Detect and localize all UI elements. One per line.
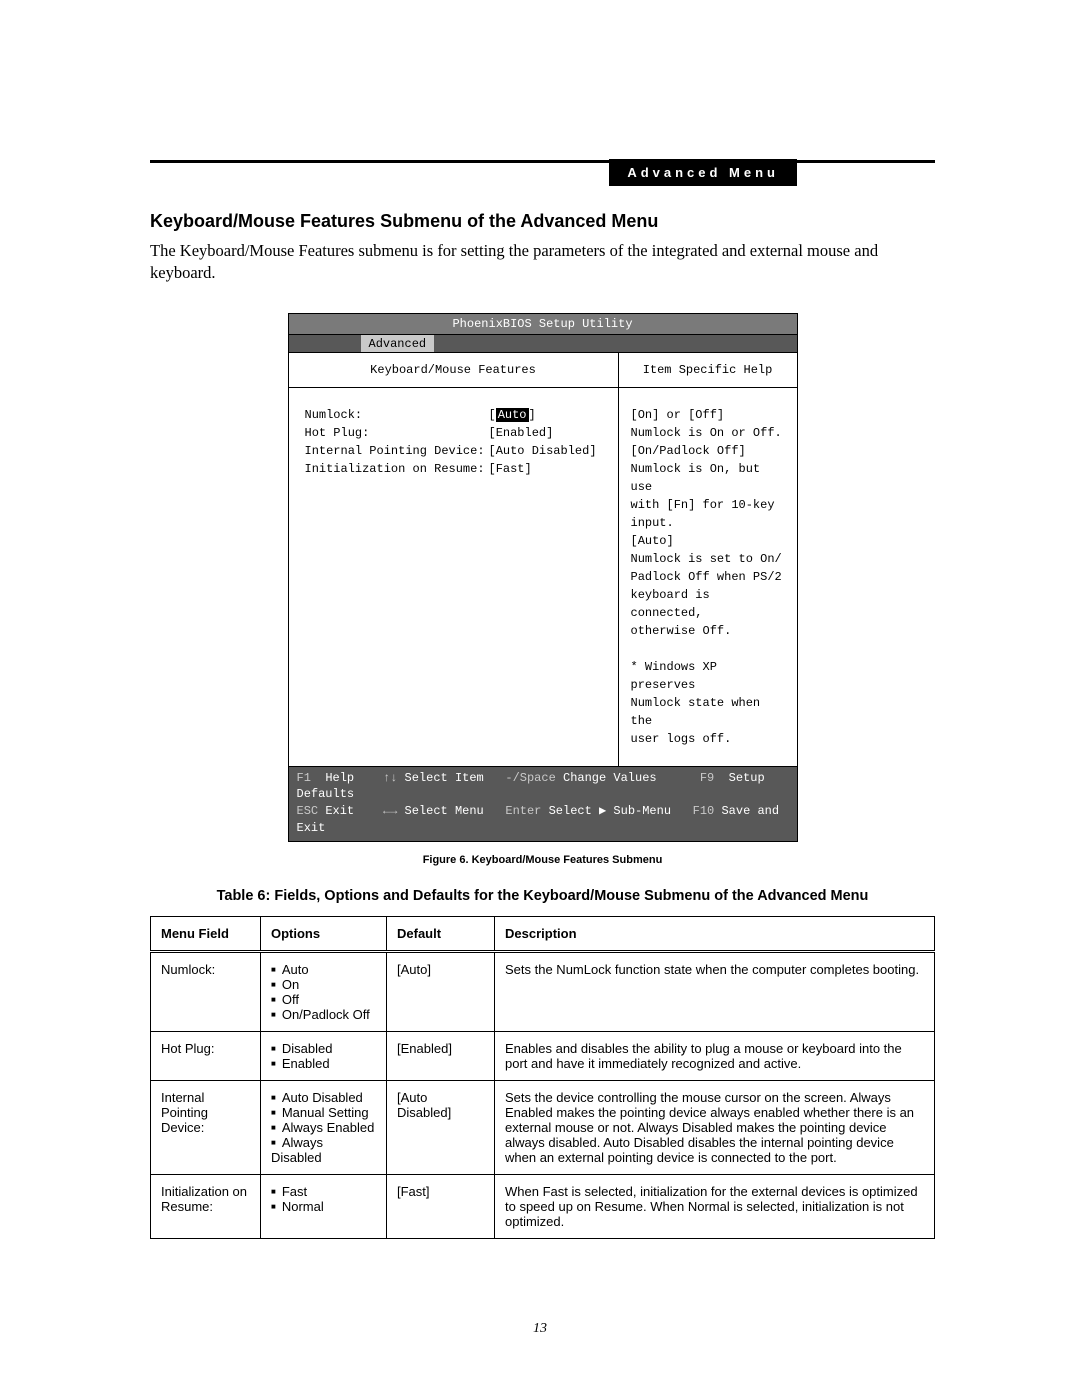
bios-exit-label: Exit	[325, 804, 354, 818]
cell-options: FastNormal	[261, 1174, 387, 1238]
option-item: Off	[271, 992, 376, 1007]
header-badge: Advanced Menu	[609, 159, 797, 186]
option-item: Always Enabled	[271, 1120, 376, 1135]
bios-utility-title: PhoenixBIOS Setup Utility	[289, 314, 797, 335]
bios-help-line: input.	[631, 514, 787, 532]
bios-setting-row: Internal Pointing Device:[Auto Disabled]	[305, 442, 608, 460]
table-row: Numlock:AutoOnOffOn/Padlock Off[Auto]Set…	[151, 951, 935, 1031]
th-description: Description	[495, 916, 935, 951]
bios-help-line: Numlock is On, but use	[631, 460, 787, 496]
bios-setting-row: Hot Plug:[Enabled]	[305, 424, 608, 442]
bios-help-line: Numlock state when the	[631, 694, 787, 730]
bios-select-menu: Select Menu	[405, 804, 484, 818]
bios-help-line: [On/Padlock Off]	[631, 442, 787, 460]
th-options: Options	[261, 916, 387, 951]
bios-help-line: keyboard is connected,	[631, 586, 787, 622]
bios-change-values: Change Values	[563, 771, 657, 785]
bios-key-leftright: ←→	[383, 804, 397, 818]
bios-key-esc: ESC	[297, 804, 319, 818]
bios-help-line: otherwise Off.	[631, 622, 787, 640]
bios-help-line: * Windows XP preserves	[631, 658, 787, 694]
bios-help-line: [Auto]	[631, 532, 787, 550]
bios-menubar: Advanced	[289, 335, 797, 353]
bios-select-submenu: Select ▶ Sub-Menu	[549, 804, 671, 818]
header-rule	[150, 160, 935, 163]
bios-setting-value: [Auto]	[489, 406, 536, 424]
cell-description: Enables and disables the ability to plug…	[495, 1031, 935, 1080]
bios-key-enter: Enter	[505, 804, 541, 818]
bios-key-updown: ↑↓	[383, 771, 397, 785]
option-item: On/Padlock Off	[271, 1007, 376, 1022]
cell-description: When Fast is selected, initialization fo…	[495, 1174, 935, 1238]
option-item: Normal	[271, 1199, 376, 1214]
bios-setting-value: [Fast]	[489, 460, 532, 478]
cell-default: [Auto]	[387, 951, 495, 1031]
bios-help-label: Help	[325, 771, 354, 785]
cell-default: [Fast]	[387, 1174, 495, 1238]
bios-menubar-active: Advanced	[361, 335, 435, 352]
cell-options: AutoOnOffOn/Padlock Off	[261, 951, 387, 1031]
cell-menu-field: Hot Plug:	[151, 1031, 261, 1080]
bios-settings-list: Numlock:[Auto]Hot Plug:[Enabled]Internal…	[289, 388, 618, 538]
bios-setting-label: Hot Plug:	[305, 424, 489, 442]
cell-options: Auto DisabledManual SettingAlways Enable…	[261, 1080, 387, 1174]
table-row: Initialization on Resume:FastNormal[Fast…	[151, 1174, 935, 1238]
bios-setting-label: Numlock:	[305, 406, 489, 424]
bios-help-line	[631, 640, 787, 658]
cell-menu-field: Initialization on Resume:	[151, 1174, 261, 1238]
page-header: Advanced Menu	[150, 160, 935, 163]
page-number: 13	[0, 1321, 1080, 1337]
bios-help-text: [On] or [Off]Numlock is On or Off.[On/Pa…	[619, 388, 797, 766]
bios-help-line: [On] or [Off]	[631, 406, 787, 424]
th-default: Default	[387, 916, 495, 951]
table-row: Internal Pointing Device:Auto DisabledMa…	[151, 1080, 935, 1174]
option-item: Disabled	[271, 1041, 376, 1056]
cell-menu-field: Internal Pointing Device:	[151, 1080, 261, 1174]
bios-setting-value: [Enabled]	[489, 424, 554, 442]
cell-default: [Enabled]	[387, 1031, 495, 1080]
intro-paragraph: The Keyboard/Mouse Features submenu is f…	[150, 240, 935, 285]
bios-help-line: with [Fn] for 10-key	[631, 496, 787, 514]
bios-help-line: Numlock is On or Off.	[631, 424, 787, 442]
cell-description: Sets the NumLock function state when the…	[495, 951, 935, 1031]
bios-key-f10: F10	[693, 804, 715, 818]
cell-menu-field: Numlock:	[151, 951, 261, 1031]
bios-left-header: Keyboard/Mouse Features	[289, 353, 618, 388]
bios-footer: F1 Help ↑↓ Select Item -/Space Change Va…	[289, 767, 797, 841]
bios-help-line: user logs off.	[631, 730, 787, 748]
bios-setting-label: Internal Pointing Device:	[305, 442, 489, 460]
table-title: Table 6: Fields, Options and Defaults fo…	[150, 888, 935, 904]
bios-key-space: -/Space	[505, 771, 555, 785]
bios-right-header: Item Specific Help	[619, 353, 797, 388]
options-table: Menu Field Options Default Description N…	[150, 916, 935, 1239]
option-item: Fast	[271, 1184, 376, 1199]
option-item: Auto Disabled	[271, 1090, 376, 1105]
bios-help-line: Numlock is set to On/	[631, 550, 787, 568]
option-item: On	[271, 977, 376, 992]
bios-key-f9: F9	[700, 771, 714, 785]
bios-setting-value: [Auto Disabled]	[489, 442, 597, 460]
option-item: Manual Setting	[271, 1105, 376, 1120]
figure-caption: Figure 6. Keyboard/Mouse Features Submen…	[150, 854, 935, 866]
bios-setting-label: Initialization on Resume:	[305, 460, 489, 478]
option-item: Always Disabled	[271, 1135, 376, 1165]
option-item: Auto	[271, 962, 376, 977]
section-title: Keyboard/Mouse Features Submenu of the A…	[150, 211, 935, 232]
option-item: Enabled	[271, 1056, 376, 1071]
th-menu-field: Menu Field	[151, 916, 261, 951]
cell-description: Sets the device controlling the mouse cu…	[495, 1080, 935, 1174]
table-row: Hot Plug:DisabledEnabled[Enabled]Enables…	[151, 1031, 935, 1080]
bios-screenshot: PhoenixBIOS Setup Utility Advanced Keybo…	[288, 313, 798, 842]
cell-default: [Auto Disabled]	[387, 1080, 495, 1174]
bios-key-f1: F1	[297, 771, 311, 785]
bios-select-item: Select Item	[405, 771, 484, 785]
cell-options: DisabledEnabled	[261, 1031, 387, 1080]
bios-setting-row: Numlock:[Auto]	[305, 406, 608, 424]
bios-setting-row: Initialization on Resume:[Fast]	[305, 460, 608, 478]
bios-help-line: Padlock Off when PS/2	[631, 568, 787, 586]
